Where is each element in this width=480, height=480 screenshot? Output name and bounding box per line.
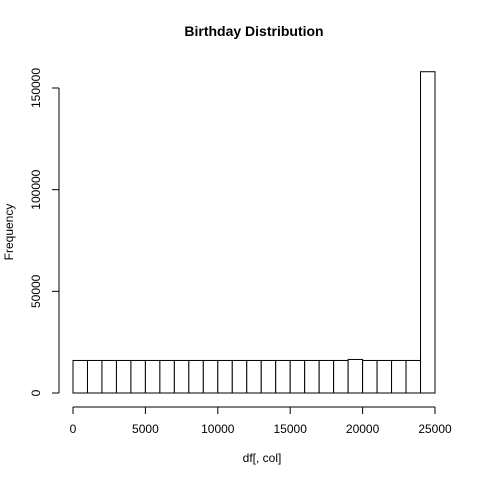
y-tick-label-3: 150000 bbox=[29, 68, 43, 108]
histogram-bar-9 bbox=[202, 359, 219, 394]
histogram-bar-23 bbox=[405, 359, 422, 394]
histogram-bar-17 bbox=[318, 359, 335, 394]
histogram-bar-7 bbox=[173, 359, 190, 394]
histogram-bar-16 bbox=[304, 359, 320, 394]
histogram-bar-2 bbox=[101, 359, 117, 394]
histogram-bar-21 bbox=[376, 359, 393, 394]
x-tick-label-1: 5000 bbox=[132, 422, 159, 436]
bars-group bbox=[72, 71, 436, 394]
y-tick-label-2: 100000 bbox=[29, 169, 43, 209]
histogram-bar-8 bbox=[188, 359, 204, 394]
histogram-bar-5 bbox=[144, 359, 161, 394]
x-axis-label: df[, col] bbox=[243, 451, 282, 465]
y-tick-label-1: 50000 bbox=[29, 274, 43, 308]
histogram-bar-10 bbox=[217, 359, 233, 394]
x-tick-label-5: 25000 bbox=[418, 422, 452, 436]
x-tick-label-2: 10000 bbox=[201, 422, 235, 436]
histogram-bar-20 bbox=[362, 359, 378, 394]
histogram-bar-18 bbox=[333, 359, 349, 394]
y-axis: 0 50000 100000 150000 bbox=[29, 68, 60, 396]
histogram-bar-12 bbox=[246, 359, 262, 394]
histogram-bar-14 bbox=[275, 359, 291, 394]
histogram-bar-15 bbox=[289, 359, 306, 394]
histogram-bar-6 bbox=[159, 359, 175, 394]
histogram-bar-19 bbox=[347, 358, 364, 394]
histogram-bar-0 bbox=[72, 359, 88, 394]
x-axis: 0 5000 10000 15000 20000 25000 bbox=[70, 406, 452, 436]
histogram-bar-4 bbox=[130, 359, 146, 394]
histogram-bar-11 bbox=[231, 359, 248, 394]
x-tick-label-4: 20000 bbox=[346, 422, 380, 436]
y-tick-label-0: 0 bbox=[29, 389, 43, 396]
y-axis-label: Frequency bbox=[2, 204, 16, 261]
histogram-bar-13 bbox=[260, 359, 277, 394]
chart-title: Birthday Distribution bbox=[184, 23, 323, 39]
histogram-bar-3 bbox=[115, 359, 132, 394]
histogram-bar-22 bbox=[391, 359, 407, 394]
x-tick-label-0: 0 bbox=[70, 422, 77, 436]
histogram-bar-1 bbox=[86, 359, 103, 394]
histogram-bar-24 bbox=[420, 71, 436, 394]
x-tick-label-3: 15000 bbox=[274, 422, 308, 436]
